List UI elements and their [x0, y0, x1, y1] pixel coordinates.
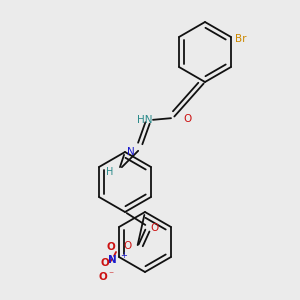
Text: O: O: [106, 242, 116, 252]
Text: Br: Br: [235, 34, 247, 44]
Text: O: O: [150, 223, 158, 233]
Text: +: +: [120, 251, 127, 260]
Text: O: O: [123, 241, 131, 251]
Text: O: O: [183, 114, 191, 124]
Text: N: N: [127, 147, 135, 157]
Text: N: N: [108, 255, 117, 265]
Text: O: O: [100, 258, 109, 268]
Text: H: H: [106, 167, 113, 177]
Text: HN: HN: [137, 115, 152, 125]
Text: ⁻: ⁻: [109, 270, 114, 280]
Text: O: O: [99, 272, 107, 282]
